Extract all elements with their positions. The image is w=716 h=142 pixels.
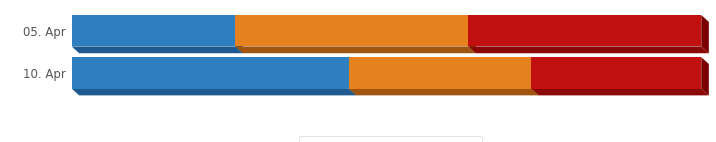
Polygon shape — [349, 57, 357, 95]
Polygon shape — [236, 46, 476, 53]
Bar — [72, 15, 236, 46]
Polygon shape — [701, 15, 709, 53]
Polygon shape — [468, 15, 476, 53]
Polygon shape — [468, 46, 709, 53]
Polygon shape — [531, 57, 539, 95]
Bar — [236, 15, 468, 46]
Bar — [72, 57, 349, 88]
Bar — [349, 57, 531, 88]
Polygon shape — [531, 88, 709, 95]
Polygon shape — [72, 46, 243, 53]
Polygon shape — [701, 57, 709, 95]
Polygon shape — [236, 15, 243, 53]
Legend: Kalt, Normal, Warm: Kalt, Normal, Warm — [299, 136, 482, 142]
Polygon shape — [72, 88, 357, 95]
Bar — [531, 57, 701, 88]
Polygon shape — [349, 88, 539, 95]
Bar — [468, 15, 701, 46]
